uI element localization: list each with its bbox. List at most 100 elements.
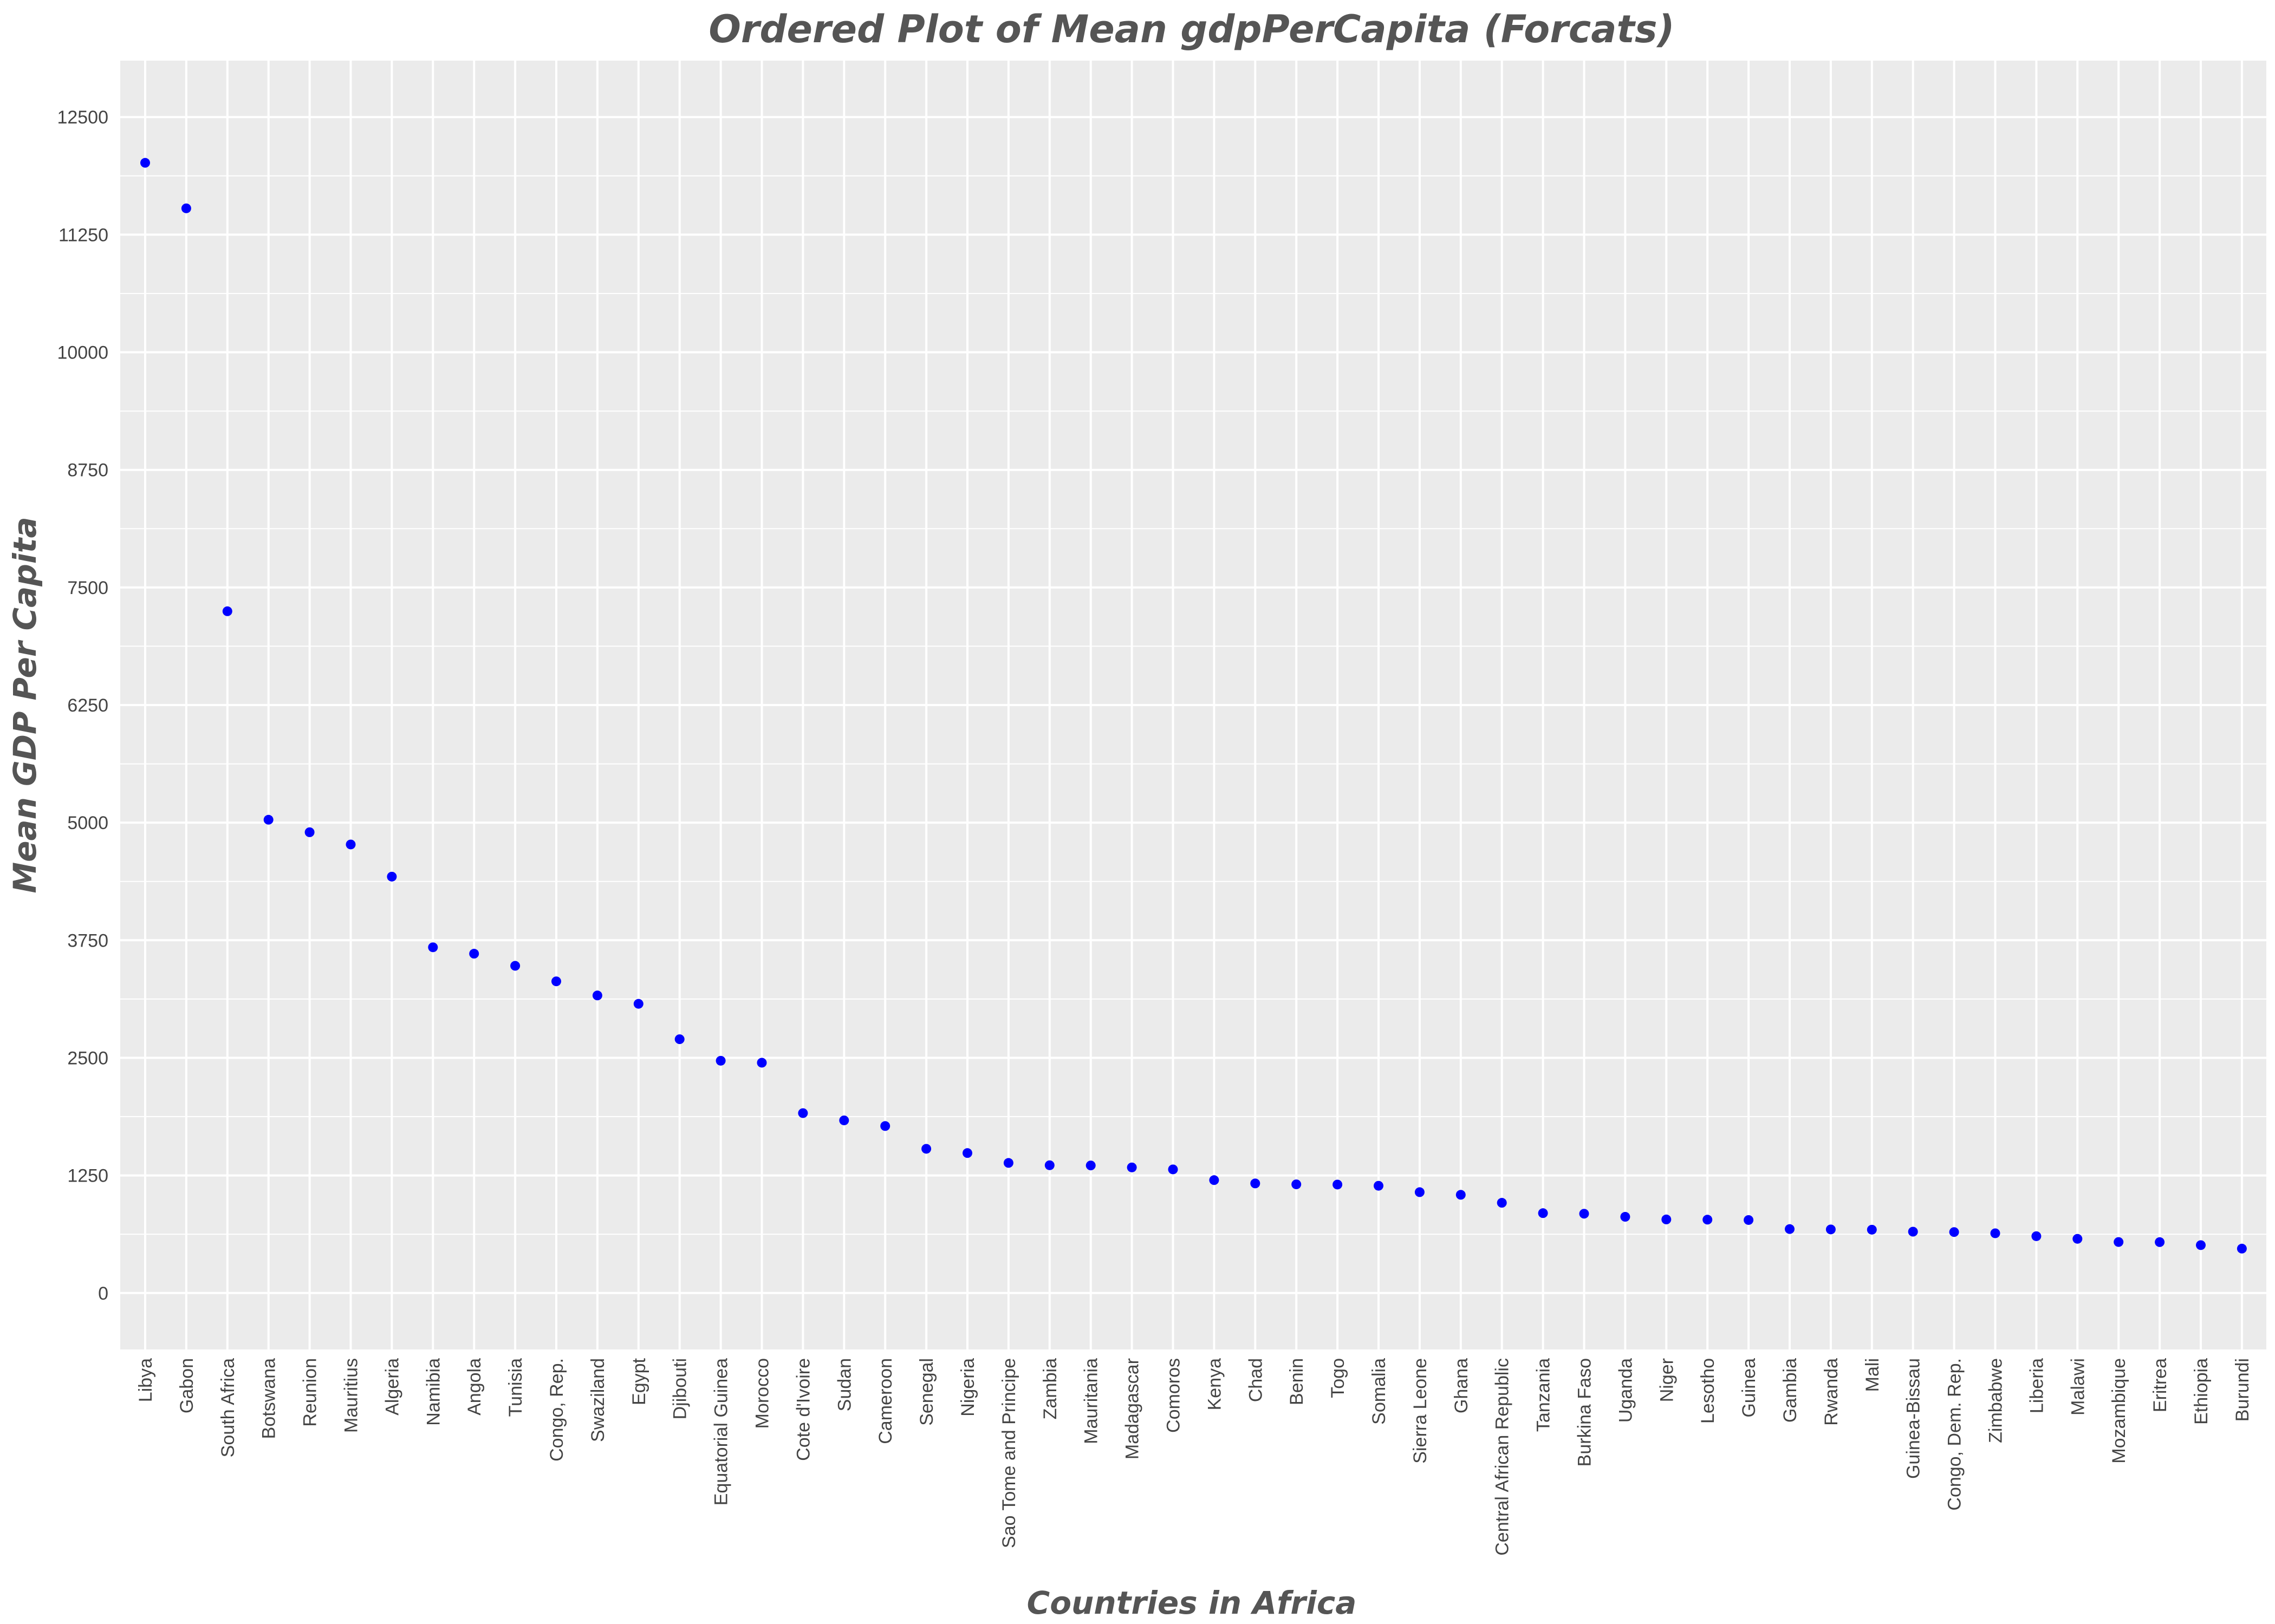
x-tick-label: Malawi [2068,1358,2088,1416]
x-tick-label: Comoros [1164,1358,1184,1433]
data-point [798,1108,808,1118]
data-point [469,949,479,959]
y-tick-label: 0 [98,1283,108,1304]
x-tick-label: Cameroon [875,1358,896,1444]
x-tick-label: South Africa [218,1358,238,1457]
data-point [1332,1179,1343,1190]
x-tick-label: Lesotho [1698,1358,1718,1424]
data-point [1744,1215,1754,1225]
x-tick-label: Senegal [916,1358,937,1426]
x-tick-label: Ghana [1451,1358,1472,1413]
x-tick-label: Algeria [382,1358,402,1416]
y-tick-label: 3750 [67,930,108,951]
x-tick-label: Somalia [1369,1358,1389,1425]
x-tick-label: Egypt [629,1358,649,1405]
data-point [716,1055,726,1066]
data-point [1497,1198,1507,1208]
x-tick-label: Liberia [2026,1358,2047,1413]
data-point [1374,1181,1383,1191]
data-point [592,990,602,1001]
data-point [2031,1231,2042,1241]
x-tick-label: Sao Tome and Principe [999,1358,1019,1548]
data-point [1250,1178,1260,1189]
x-tick-label: Burundi [2232,1358,2253,1421]
x-tick-label: Angola [464,1358,485,1416]
data-point [346,839,356,850]
x-tick-label: Central African Republic [1492,1358,1513,1556]
x-tick-label: Congo, Dem. Rep. [1945,1358,1965,1511]
data-point [839,1115,849,1125]
y-tick-label: 5000 [67,813,108,833]
data-point [1661,1214,1672,1224]
data-point [1990,1228,2000,1238]
data-point [880,1121,890,1131]
y-axis-label: Mean GDP Per Capita [6,517,43,893]
x-tick-label: Equatorial Guinea [711,1358,732,1505]
data-point [674,1034,685,1045]
data-point [2155,1237,2165,1247]
y-tick-label: 8750 [67,460,108,481]
data-points [140,158,2247,1254]
data-point [387,871,397,882]
x-tick-label: Guinea [1739,1358,1759,1418]
y-tick-label: 7500 [67,578,108,598]
x-tick-label: Kenya [1204,1358,1225,1410]
x-tick-label: Cote d'Ivoire [793,1358,814,1461]
x-tick-label: Niger [1656,1358,1677,1402]
data-point [428,942,438,953]
y-tick-label: 12500 [57,107,108,128]
x-tick-label: Morocco [752,1358,773,1429]
x-tick-label: Mauritius [341,1358,362,1433]
data-point [1044,1160,1055,1170]
x-tick-label: Congo, Rep. [547,1358,567,1462]
data-point [1825,1224,1836,1235]
x-axis-label: Countries in Africa [1027,1584,1357,1621]
data-point [921,1144,932,1154]
x-tick-label: Tunisia [505,1358,526,1417]
x-tick-label: Zambia [1040,1358,1061,1419]
data-point [510,961,521,971]
data-point [1785,1224,1795,1234]
x-tick-label: Eritrea [2150,1358,2170,1412]
x-tick-label: Chad [1245,1358,1266,1402]
x-tick-label: Nigeria [958,1358,978,1417]
data-point [1538,1208,1548,1218]
data-point [1702,1215,1713,1225]
grid [120,61,2266,1349]
x-tick-label: Burkina Faso [1575,1358,1595,1466]
data-point [1414,1187,1425,1197]
x-tick-label: Rwanda [1821,1358,1842,1426]
data-point [2196,1240,2206,1250]
x-tick-label: Madagascar [1122,1358,1143,1459]
x-tick-label: Libya [135,1358,156,1402]
data-point [2237,1243,2247,1254]
y-tick-label: 2500 [67,1048,108,1068]
data-point [1620,1212,1630,1222]
data-point [2072,1234,2083,1244]
x-tick-label: Mauritania [1081,1358,1102,1444]
chart-title: Ordered Plot of Mean gdpPerCapita (Forca… [708,7,1674,51]
data-point [1209,1175,1219,1185]
data-point [1086,1160,1096,1171]
data-point [1003,1158,1013,1168]
data-point [1579,1209,1589,1219]
data-point [2114,1237,2124,1247]
data-point [1867,1224,1877,1235]
data-point [1127,1162,1137,1172]
x-tick-label: Botswana [259,1358,280,1439]
y-tick-label: 1250 [67,1166,108,1186]
data-point [1291,1179,1302,1190]
x-tick-label: Benin [1286,1358,1307,1405]
y-tick-label: 11250 [58,225,108,245]
y-tick-labels: 0 1250 2500 3750 5000 6250 7500 8750 10000 11250 1… [57,107,108,1304]
x-tick-label: Gabon [177,1358,197,1413]
data-point [551,976,561,987]
data-point [1168,1164,1178,1175]
x-tick-label: Namibia [423,1358,444,1426]
x-tick-label: Mali [1862,1358,1883,1392]
data-point [304,827,315,837]
x-tick-label: Djibouti [670,1358,691,1419]
data-point [1455,1190,1466,1200]
x-tick-label: Swaziland [588,1358,608,1442]
